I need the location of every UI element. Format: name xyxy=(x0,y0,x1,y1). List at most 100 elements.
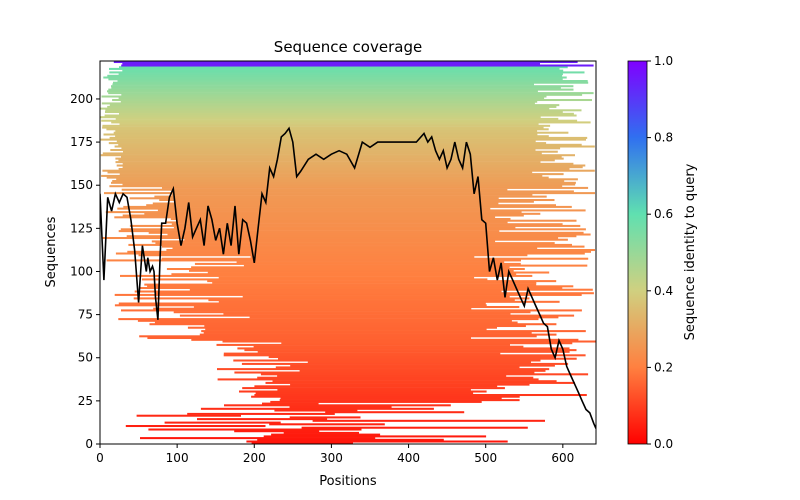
coverage-row xyxy=(234,430,320,433)
coverage-row xyxy=(307,361,531,364)
coverage-row xyxy=(102,152,542,155)
coverage-row xyxy=(101,102,535,105)
coverage-row xyxy=(129,224,581,227)
coverage-row xyxy=(278,357,577,360)
coverage-row xyxy=(107,105,557,108)
x-tick-label: 500 xyxy=(474,451,497,465)
coverage-row xyxy=(115,130,538,133)
y-axis-ticks: 0 25 50 75 100 125 150 175 200 xyxy=(70,92,100,451)
coverage-row xyxy=(115,157,564,160)
coverage-row xyxy=(239,390,487,393)
coverage-row xyxy=(171,223,563,226)
coverage-row xyxy=(126,235,577,238)
coverage-row xyxy=(154,321,518,324)
colorbar-tick-label: 0.4 xyxy=(654,284,673,298)
coverage-row xyxy=(120,274,533,277)
coverage-row xyxy=(129,197,499,200)
coverage-row xyxy=(144,283,537,286)
coverage-row xyxy=(134,290,502,293)
coverage-row xyxy=(109,67,560,70)
coverage-row xyxy=(108,142,547,145)
coverage-row xyxy=(271,433,381,436)
coverage-row xyxy=(290,383,530,386)
coverage-row xyxy=(122,69,564,72)
coverage-row xyxy=(197,418,328,421)
coverage-row xyxy=(244,349,577,352)
coverage-row xyxy=(106,176,549,179)
coverage-row xyxy=(191,338,579,341)
colorbar-tick-label: 0.0 xyxy=(654,437,673,451)
coverage-row xyxy=(101,119,578,122)
coverage-row xyxy=(105,109,582,112)
colorbar-label: Sequence identity to query xyxy=(683,163,698,340)
coverage-row xyxy=(191,266,510,269)
coverage-row xyxy=(128,243,572,246)
coverage-row xyxy=(111,121,591,124)
coverage-row xyxy=(111,181,576,184)
coverage-row xyxy=(115,252,585,255)
coverage-row xyxy=(154,292,594,295)
coverage-row xyxy=(167,233,591,236)
coverage-row xyxy=(118,230,500,233)
coverage-row xyxy=(118,143,582,146)
coverage-row xyxy=(257,376,534,379)
coverage-row xyxy=(154,195,547,198)
coverage-row xyxy=(201,330,586,333)
coverage-row xyxy=(325,411,465,414)
x-tick-label: 300 xyxy=(320,451,343,465)
coverage-row xyxy=(166,268,525,271)
coverage-row xyxy=(100,154,576,157)
coverage-row xyxy=(121,64,594,67)
coverage-row xyxy=(162,186,589,189)
coverage-row xyxy=(218,300,560,303)
y-tick-label: 100 xyxy=(70,264,93,278)
coverage-row xyxy=(159,199,555,202)
coverage-row xyxy=(104,114,577,117)
y-axis-label: Sequences xyxy=(44,216,59,287)
coverage-row xyxy=(118,159,555,162)
coverage-row xyxy=(250,256,475,259)
coverage-row xyxy=(121,309,582,312)
x-axis-ticks: 0 100 200 300 400 500 600 xyxy=(96,444,574,465)
coverage-line xyxy=(100,126,596,429)
coverage-row xyxy=(208,299,515,302)
coverage-row xyxy=(122,166,583,169)
x-axis-label: Positions xyxy=(319,474,377,489)
coverage-row xyxy=(108,88,574,91)
coverage-row xyxy=(223,352,501,355)
coverage-row xyxy=(275,366,520,369)
coverage-row xyxy=(122,162,574,165)
coverage-row xyxy=(140,437,376,440)
coverage-row xyxy=(100,138,586,141)
coverage-row xyxy=(176,219,577,222)
coverage-row xyxy=(147,285,574,288)
coverage-row xyxy=(108,92,594,95)
coverage-row xyxy=(151,240,496,243)
y-tick-label: 75 xyxy=(78,308,93,322)
coverage-row xyxy=(122,214,524,217)
y-tick-label: 125 xyxy=(70,221,93,235)
coverage-row xyxy=(207,280,557,283)
plot-frame xyxy=(99,60,597,445)
y-tick-label: 25 xyxy=(78,394,93,408)
coverage-row xyxy=(121,93,583,96)
coverage-row xyxy=(234,371,535,374)
coverage-row xyxy=(119,112,574,115)
coverage-row xyxy=(171,273,517,276)
coverage-row xyxy=(254,385,498,388)
coverage-row xyxy=(122,183,576,186)
coverage-row xyxy=(123,205,572,208)
coverage-row xyxy=(103,133,538,136)
coverage-row xyxy=(133,297,530,300)
coverage-row xyxy=(246,440,508,443)
coverage-row xyxy=(144,212,541,215)
coverage-row xyxy=(114,145,595,148)
coverage-row xyxy=(166,249,595,252)
coverage-row xyxy=(257,438,444,441)
coverage-row xyxy=(274,409,358,412)
coverage-row xyxy=(111,85,574,88)
x-tick-label: 600 xyxy=(551,451,574,465)
coverage-row xyxy=(120,100,538,103)
colorbar-tick-label: 0.6 xyxy=(654,207,673,221)
colorbar xyxy=(627,60,648,445)
